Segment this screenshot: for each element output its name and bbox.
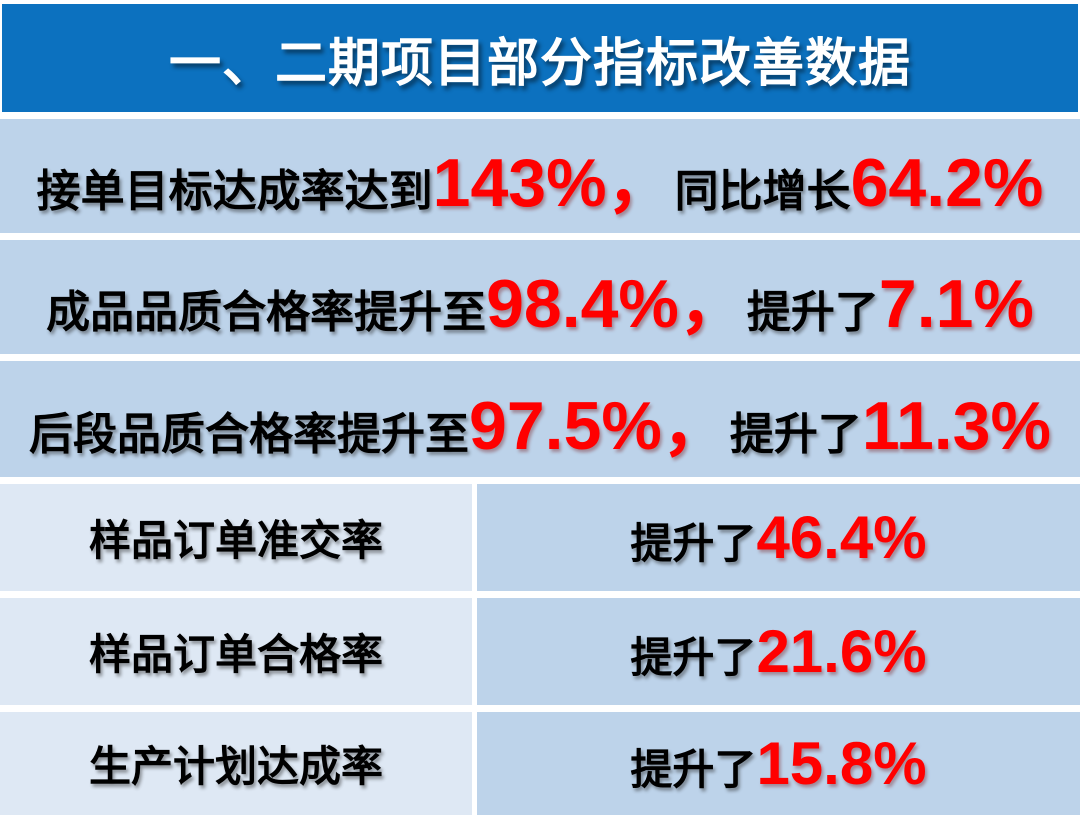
stat-middle: 提升了 [746,287,879,337]
metric-value-cell: 提升了21.6% [477,598,1080,705]
metric-change-prefix: 提升了 [630,634,757,681]
stat-value-secondary: 11.3% [861,387,1051,464]
metric-change-prefix: 提升了 [630,520,757,567]
metric-change-line: 提升了46.4% [630,503,926,572]
stat-separator: ， [678,265,747,342]
stat-middle: 同比增长 [674,166,851,216]
metric-change-value: 46.4% [756,504,927,571]
stat-separator: ， [606,144,675,221]
metric-label-cell: 样品订单准交率 [0,484,472,591]
metric-label: 生产计划达成率 [88,743,383,790]
stat-value-primary: 98.4% [486,265,679,342]
stat-value-secondary: 64.2% [850,144,1044,221]
stat-prefix: 接单目标达成率达到 [36,166,433,216]
metric-value-cell: 提升了15.8% [477,712,1080,815]
stat-value-primary: 97.5% [469,387,662,464]
metric-value-cell: 提升了46.4% [477,484,1080,591]
metric-change-value: 21.6% [756,618,927,685]
stat-prefix: 后段品质合格率提升至 [29,409,470,459]
stat-separator: ， [661,387,730,464]
table-row-sample-order-pass-rate: 样品订单合格率 提升了21.6% [0,598,1080,705]
table-row-sample-order-on-time: 样品订单准交率 提升了46.4% [0,484,1080,591]
metric-change-value: 15.8% [756,730,927,797]
stat-prefix: 成品品质合格率提升至 [46,287,487,337]
stat-value-primary: 143% [432,144,607,221]
slide-title: 一、二期项目部分指标改善数据 [168,34,911,93]
table-row-production-plan: 生产计划达成率 提升了15.8% [0,712,1080,815]
stat-line: 接单目标达成率达到143%，同比增长64.2% [37,127,1044,226]
stat-line: 成品品质合格率提升至98.4%，提升了7.1% [46,248,1034,347]
metric-change-prefix: 提升了 [630,746,757,793]
metric-label-cell: 样品订单合格率 [0,598,472,705]
stat-middle: 提升了 [729,409,862,459]
metric-change-line: 提升了15.8% [630,729,926,798]
metric-label: 样品订单合格率 [88,631,383,678]
title-bar: 一、二期项目部分指标改善数据 [2,4,1078,112]
metric-label-cell: 生产计划达成率 [0,712,472,815]
stat-line: 后段品质合格率提升至97.5%，提升了11.3% [29,370,1051,469]
stat-value-secondary: 7.1% [878,265,1034,342]
stat-row-finished-product-quality: 成品品质合格率提升至98.4%，提升了7.1% [0,240,1080,354]
metric-change-line: 提升了21.6% [630,617,926,686]
metric-label: 样品订单准交率 [88,517,383,564]
stat-row-backend-quality: 后段品质合格率提升至97.5%，提升了11.3% [0,361,1080,477]
stat-row-order-target: 接单目标达成率达到143%，同比增长64.2% [0,119,1080,233]
